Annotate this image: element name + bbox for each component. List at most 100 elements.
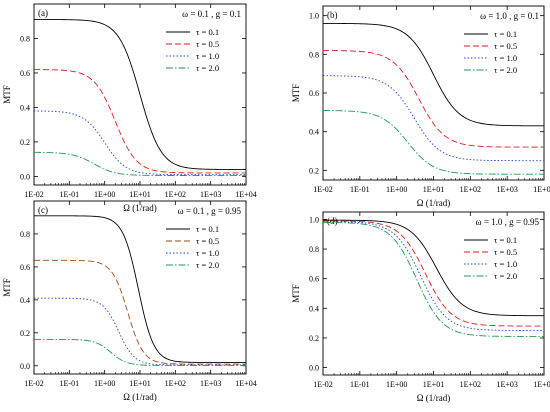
y-tick-label: 0.8 (20, 34, 30, 43)
x-tick-label: 1E+02 (460, 185, 481, 194)
x-tick-label: 1E-02 (313, 185, 333, 194)
series-line (34, 297, 246, 366)
x-tick-label: 1E+02 (165, 379, 186, 388)
series-line (323, 110, 544, 175)
x-tick-label: 1E+01 (129, 379, 150, 388)
legend-entry: τ = 0.1 (494, 29, 517, 39)
legend-entry: τ = 1.0 (494, 259, 517, 269)
series-line (34, 151, 246, 176)
x-tick-label: 1E+03 (496, 380, 517, 389)
y-tick-label: 1.0 (309, 215, 319, 224)
series-line (34, 215, 246, 363)
y-axis-label: MTF (291, 84, 301, 103)
legend-entry: τ = 2.0 (196, 260, 219, 270)
panel-params: ω = 1.0 , g = 0.95 (476, 217, 540, 227)
x-tick-label: 1E+04 (533, 185, 550, 194)
chart-panel: 1E-02 1E-01 1E+00 1E+01 1E+02 1E+03 1E+04 0.0 0.… (291, 211, 550, 403)
legend-entry: τ = 0.1 (196, 224, 219, 234)
x-axis-label: Ω (1/rad) (417, 198, 450, 208)
legend-entry: τ = 0.1 (196, 27, 219, 37)
curves (323, 22, 544, 175)
series-line (323, 222, 544, 337)
series-line (34, 69, 246, 174)
curves (323, 219, 544, 337)
panel-params: ω = 1.0 , g = 0.1 (480, 11, 539, 21)
y-tick-label: 0.8 (309, 245, 319, 254)
y-tick-label: 0.6 (309, 89, 319, 98)
y-tick-label: 0.4 (20, 296, 30, 305)
series-line (323, 75, 544, 162)
legend-entry: τ = 2.0 (494, 271, 517, 281)
y-tick-label: 0.4 (309, 304, 319, 313)
panel-params: ω = 0.1 , g = 0.95 (178, 206, 242, 216)
x-tick-label: 1E+01 (129, 190, 150, 199)
y-tick-label: 0.6 (309, 275, 319, 284)
y-tick-label: 0.2 (20, 138, 30, 147)
series-line (34, 110, 246, 176)
series-line (323, 221, 544, 331)
chart-panel: 1E-02 1E-01 1E+00 1E+01 1E+02 1E+03 1E+04 0.2 0.… (291, 5, 550, 208)
legend-entry: τ = 0.5 (494, 41, 517, 51)
x-tick-label: 1E+00 (94, 379, 115, 388)
x-tick-label: 1E-02 (24, 379, 44, 388)
x-tick-label: 1E+01 (423, 380, 444, 389)
series-line (34, 338, 246, 366)
legend-entry: τ = 0.5 (196, 39, 219, 49)
x-tick-label: 1E+01 (423, 185, 444, 194)
series-line (323, 50, 544, 148)
x-tick-label: 1E+04 (235, 190, 256, 199)
legend-entry: τ = 1.0 (494, 53, 517, 63)
series-line (34, 259, 246, 365)
x-tick-label: 1E+02 (165, 190, 186, 199)
legend-entry: τ = 0.1 (494, 235, 517, 245)
x-tick-label: 1E+00 (94, 190, 115, 199)
y-tick-label: 0.4 (309, 128, 319, 137)
x-tick-label: 1E-01 (60, 190, 80, 199)
y-axis-label: MTF (291, 284, 301, 303)
y-tick-label: 0.0 (20, 362, 30, 371)
legend-entry: τ = 0.5 (494, 247, 517, 257)
curves (34, 19, 246, 176)
panel-label: (b) (327, 10, 338, 20)
series-line (323, 22, 544, 127)
x-tick-label: 1E+02 (460, 380, 481, 389)
y-tick-label: 0.0 (20, 172, 30, 181)
y-axis-label: MTF (2, 85, 12, 104)
x-tick-label: 1E+03 (200, 190, 221, 199)
y-tick-label: 0.6 (20, 263, 30, 272)
x-tick-label: 1E+00 (386, 380, 407, 389)
y-axis-label: MTF (2, 278, 12, 297)
chart-panel: 1E-02 1E-01 1E+00 1E+01 1E+02 1E+03 1E+04 0.0 0.… (2, 3, 257, 213)
y-tick-label: 0.2 (20, 329, 30, 338)
series-line (323, 220, 544, 327)
series-line (323, 219, 544, 317)
panel-params: ω = 0.1 , g = 0.1 (182, 9, 241, 19)
x-tick-label: 1E+03 (496, 185, 517, 194)
x-tick-label: 1E-01 (350, 185, 370, 194)
x-tick-label: 1E+04 (235, 379, 256, 388)
legend-entry: τ = 1.0 (196, 51, 219, 61)
x-tick-label: 1E-01 (350, 380, 370, 389)
panel-label: (a) (38, 8, 48, 18)
y-tick-label: 0.6 (20, 69, 30, 78)
x-tick-label: 1E+04 (533, 380, 550, 389)
x-tick-label: 1E+03 (200, 379, 221, 388)
legend-entry: τ = 1.0 (196, 248, 219, 258)
panel-label: (c) (38, 205, 48, 215)
y-tick-label: 0.2 (309, 334, 319, 343)
legend-entry: τ = 0.5 (196, 236, 219, 246)
y-tick-label: 0.0 (309, 364, 319, 373)
x-tick-label: 1E-01 (60, 379, 80, 388)
chart-panel: 1E-02 1E-01 1E+00 1E+01 1E+02 1E+03 1E+04 0.0 0.… (2, 200, 257, 402)
y-tick-label: 0.8 (20, 230, 30, 239)
x-tick-label: 1E+00 (386, 185, 407, 194)
y-tick-label: 0.8 (309, 50, 319, 59)
curves (34, 215, 246, 366)
y-tick-label: 0.4 (20, 103, 30, 112)
x-tick-label: 1E-02 (24, 190, 44, 199)
x-axis-label: Ω (1/rad) (123, 392, 156, 402)
x-axis-label: Ω (1/rad) (123, 203, 156, 213)
legend-entry: τ = 2.0 (494, 65, 517, 75)
y-tick-label: 0.2 (309, 166, 319, 175)
